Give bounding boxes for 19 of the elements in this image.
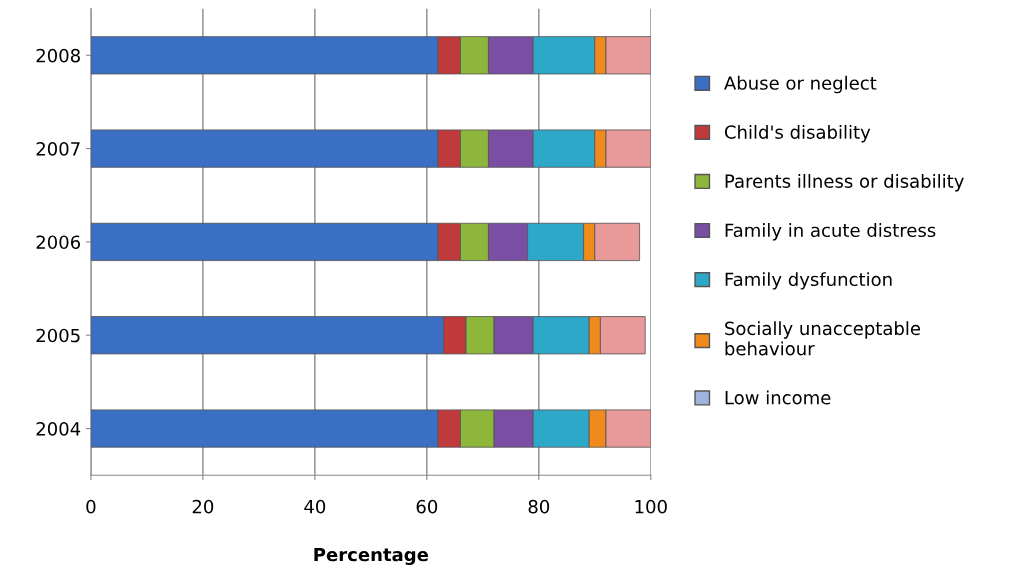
y-tick-label: 2008 xyxy=(36,48,80,63)
y-tick-label: 2006 xyxy=(36,235,81,250)
x-tick-label: 60 xyxy=(416,499,438,514)
legend-label: Child's disability xyxy=(724,124,871,143)
x-tick-label: 40 xyxy=(304,499,326,514)
x-tick-label: 100 xyxy=(635,499,667,514)
legend-label: Family dysfunction xyxy=(725,272,892,290)
x-tick-label: 20 xyxy=(192,499,214,514)
x-tick-label: 80 xyxy=(528,499,550,514)
y-tick-label: 2007 xyxy=(36,142,80,156)
legend-label: Family in acute distress xyxy=(725,223,936,241)
y-tick-label: 2004 xyxy=(36,422,81,436)
legend-label: Low income xyxy=(725,390,831,405)
x-tick-label: 0 xyxy=(86,499,96,514)
y-tick-label: 2005 xyxy=(36,328,80,343)
legend-label: Abuse or neglect xyxy=(724,75,877,94)
legend-label: Parents illness or disability xyxy=(725,174,964,192)
legend-label: Socially unacceptable behaviour xyxy=(725,321,921,356)
x-axis-title: Percentage xyxy=(314,547,429,566)
